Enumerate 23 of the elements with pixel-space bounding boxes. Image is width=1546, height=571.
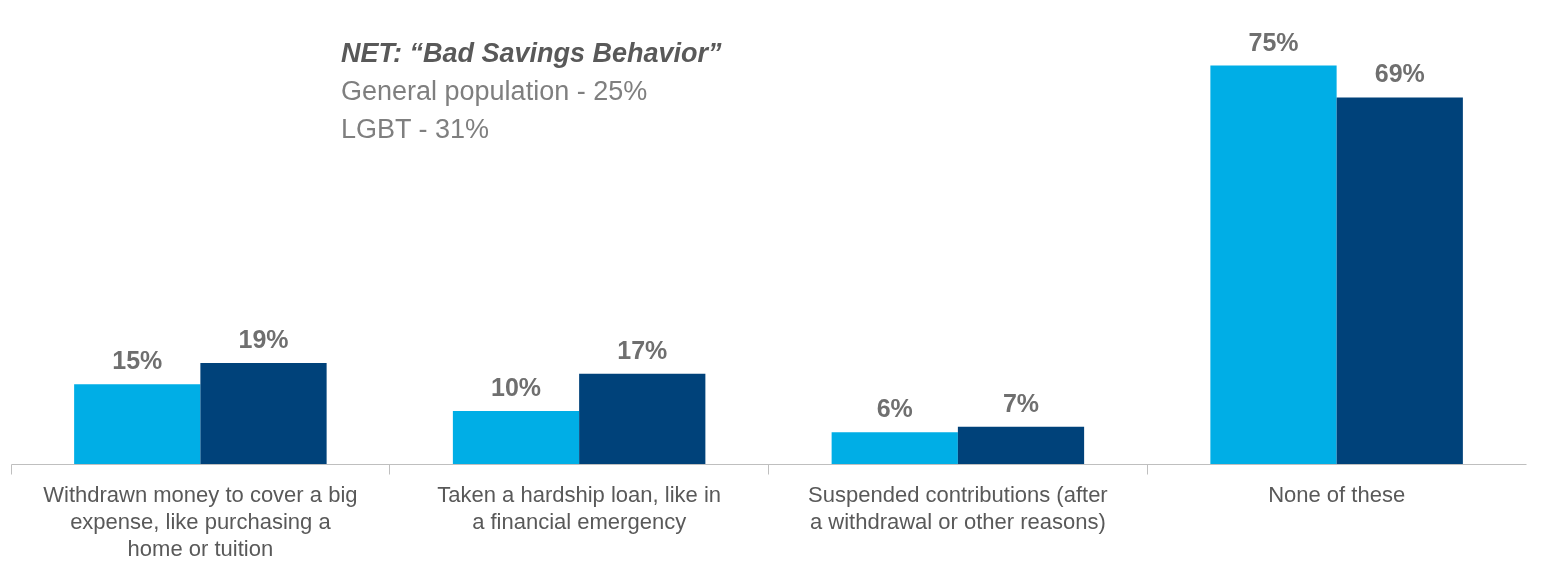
annotation: NET: “Bad Savings Behavior”: [341, 38, 723, 68]
data-label: 75%: [1248, 27, 1299, 56]
bar: [74, 384, 201, 464]
data-label: 17%: [617, 335, 668, 364]
annotation: General population - 25%: [341, 76, 648, 106]
bar: [831, 432, 958, 464]
bar: [1210, 65, 1337, 464]
x-tick-label: None of these: [1268, 481, 1406, 507]
data-label: 69%: [1374, 59, 1425, 88]
x-tick-label: Taken a hardship loan, like in a financial emergency: [437, 481, 721, 534]
bar: [957, 426, 1085, 464]
bar: [1336, 97, 1463, 464]
annotation: LGBT - 31%: [341, 114, 490, 144]
data-label: 6%: [876, 394, 913, 423]
x-tick-label: Withdrawn money to cover a big expense, like purchasing a home or tuition: [43, 481, 358, 561]
data-label: 15%: [112, 346, 163, 375]
data-label: 19%: [238, 325, 289, 354]
x-tick-label: Suspended contributions (after a withdrawal or other reasons): [808, 481, 1108, 534]
bar: [200, 363, 327, 464]
data-label: 10%: [490, 372, 542, 401]
bar: [452, 410, 580, 464]
data-label: 7%: [1002, 388, 1040, 417]
bar: [579, 373, 706, 464]
